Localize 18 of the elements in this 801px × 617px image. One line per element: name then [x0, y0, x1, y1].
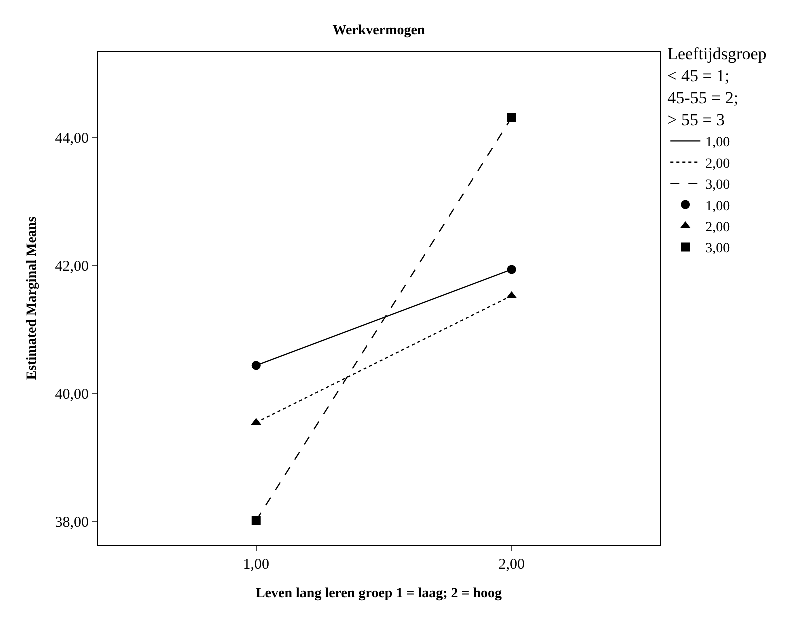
- legend-label: 3,00: [706, 242, 730, 257]
- legend-label: 2,00: [706, 156, 730, 172]
- y-tick-label: 44,00: [55, 131, 89, 148]
- legend-label: 3,00: [706, 178, 730, 194]
- legend-label: 1,00: [706, 199, 730, 214]
- point: [252, 361, 261, 370]
- point: [252, 516, 261, 526]
- point: [507, 113, 516, 122]
- legend-title: Leeftijdsgroep < 45 = 1; 45-55 = 2; > 55 = 3: [668, 44, 767, 130]
- chart-title: Werkvermogen: [332, 23, 426, 38]
- legend-label: 2,00: [706, 220, 730, 236]
- y-tick-label: 40,00: [55, 387, 89, 404]
- x-axis-title: Leven lang leren groep 1 = laag; 2 = hoog: [256, 586, 502, 602]
- legend-label: 1,00: [706, 136, 730, 151]
- y-axis-title: Estimated Marginal Means: [24, 216, 40, 380]
- y-tick-label: 38,00: [55, 515, 89, 532]
- y-tick-label: 42,00: [55, 259, 89, 276]
- point: [507, 265, 516, 274]
